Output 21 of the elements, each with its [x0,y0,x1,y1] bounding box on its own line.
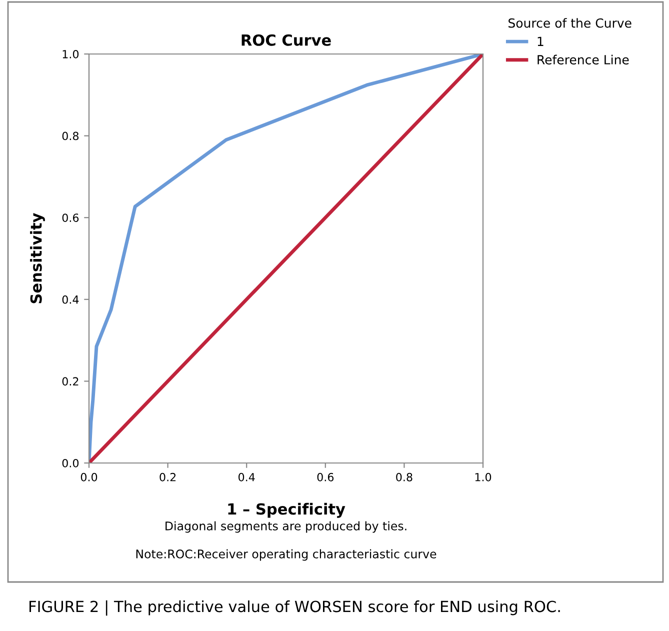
x-tick-label: 0.4 [238,472,255,482]
y-tick-label: 1.0 [62,50,79,58]
x-tick-label: 0.0 [80,472,98,482]
chart-title: ROC Curve [242,34,331,46]
x-tick-label: 0.8 [396,472,412,482]
legend-label: 1 [538,36,544,46]
y-tick-label: 0.8 [62,132,79,140]
text: Note:ROC:Receiver operating characteriastic curve [136,549,436,561]
legend-label: Reference Line [538,54,629,64]
x-tick-label: 1.0 [475,472,492,482]
y-tick-label: 0.6 [62,214,79,222]
y-axis-title: Sensitivity [30,212,45,304]
y-tick-label: 0.0 [62,458,79,468]
text: Diagonal segments are produced by ties. [166,521,406,533]
y-tick-label: 0.4 [62,295,79,304]
x-tick-label: 0.6 [317,472,334,482]
y-tick-label: 0.2 [62,377,78,386]
caption: FIGURE 2 | The predictive value of WORSEN score for END using ROC. [30,600,560,616]
legend-title: Source of the Curve [508,18,632,28]
x-tick-label: 0.2 [160,472,176,482]
x-axis-title: 1 – Specificity [228,502,346,518]
